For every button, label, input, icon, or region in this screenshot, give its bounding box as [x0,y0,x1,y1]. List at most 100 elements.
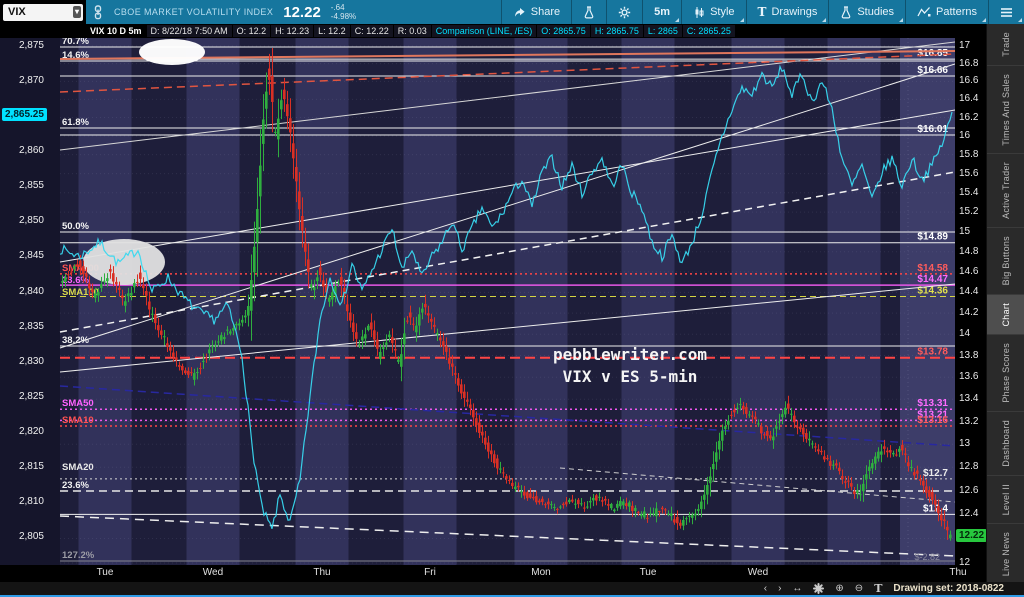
vix-axis-tick: 15.8 [959,148,979,160]
price-level-label: $14.36 [917,286,948,297]
vix-price-axis[interactable]: 17 16.8 16.6 16.4 16.2 16 15.8 15.6 15.4 15.2 15 14… [955,38,986,568]
trendline[interactable] [59,53,955,93]
vix-axis-tick: 15 [959,225,971,237]
price-level-label: $13.31 [917,398,948,409]
sma-label: SMA20 [62,462,94,473]
time-axis-label: Wed [202,567,224,578]
watermark-line1: pebblewriter.com [553,345,707,364]
drawing-set-selector[interactable]: Drawing set: 2018-0822 [893,583,1004,594]
sma-label: 23.6% [62,275,89,286]
comparison-ohlc-cell: O: 2865.75 [537,25,590,37]
settings-button[interactable] [606,0,642,24]
chart-canvas[interactable]: 70.7% 14.6% 61.8% 50.0% 38.2% 23.6% 127.2% $16.… [0,38,955,565]
patterns-label: Patterns [936,6,977,18]
comparison-spread-label: $-2.82 [914,552,940,562]
ohlc-cell: O: 12.2 [232,25,271,37]
share-button[interactable]: Share [500,0,571,24]
sma-label: SMA50 [62,398,94,409]
studies-button[interactable]: Studies [828,0,905,24]
symbol-dropdown[interactable]: VIX ▾ [3,3,83,21]
sidebar-tab-times-and-sales[interactable]: Times And Sales [987,66,1024,155]
time-axis-label: Mon [531,567,551,578]
style-button[interactable]: Style [681,0,745,24]
vix-axis-tick: 15.4 [959,186,979,198]
price-level-label: $14.89 [917,232,948,243]
sidebar-tab-label: Big Buttons [1000,236,1011,286]
ohlc-cell: D: 8/22/18 7:50 AM [146,25,232,37]
es-comparison-line [59,64,953,529]
trendline[interactable] [59,50,955,60]
vix-axis-tick: 14.8 [959,245,979,257]
fib-level-label: 50.0% [62,221,89,232]
fib-level-label: 14.6% [62,50,89,61]
price-level-label: $13.21 [917,409,948,420]
zoom-out-icon[interactable]: ⊖ [854,583,864,594]
sma-label: SMA100 [62,287,99,298]
trendline[interactable] [559,467,955,503]
session-band [514,38,568,565]
sidebar-tab-level-ii[interactable]: Level II [987,476,1024,524]
sidebar-tab-label: Trade [1000,32,1011,57]
price-level-label: $14.58 [917,263,948,274]
sidebar-tab-label: Active Trader [1000,162,1011,220]
current-session-band [900,38,955,565]
change-percent: -4.98% [330,12,357,21]
ellipse-drawing[interactable] [83,239,165,285]
link-icon[interactable] [86,0,110,24]
fib-level-label: 38.2% [62,335,89,346]
time-axis-label: Wed [747,567,769,578]
vix-candles [61,48,952,541]
price-level-label: $12.7 [923,468,948,479]
drawings-label: Drawings [771,6,818,18]
chart-ohlc-header: VIX 10 D 5m D: 8/22/18 7:50 AM O: 12.2 H: 1… [0,24,986,38]
ellipse-drawing[interactable] [139,39,205,65]
vix-axis-tick: 13.6 [959,371,979,383]
fib-level-label: 70.7% [62,38,89,47]
text-tool-icon[interactable]: T [874,582,883,595]
vix-axis-tick: 13.4 [959,393,979,405]
sidebar-tab-active-trader[interactable]: Active Trader [987,154,1024,229]
scroll-right-icon[interactable]: › [778,583,782,594]
sidebar-tab-big-buttons[interactable]: Big Buttons [987,228,1024,295]
zoom-in-icon[interactable]: ⊕ [835,583,844,594]
sidebar-tab-trade[interactable]: Trade [987,24,1024,66]
scroll-left-icon[interactable]: ‹ [763,583,768,594]
comparison-ohlc-cell: H: 2865.75 [590,25,643,37]
timeframe-label: 5m [654,6,671,18]
sidebar-tab-label: Times And Sales [1000,73,1011,146]
sidebar-tab-chart[interactable]: Chart [987,294,1024,336]
session-band [295,38,349,565]
vix-axis-tick: 16.2 [959,111,979,123]
window-edge [0,595,1024,597]
pan-icon[interactable]: ↔ [792,583,803,594]
ohlc-cell: H: 12.23 [271,25,314,37]
right-sidebar: Trade Times And Sales Active Trader Big But… [986,24,1024,586]
drawings-button[interactable]: T Drawings [745,0,829,24]
time-axis-label: Thu [949,567,967,578]
trendline[interactable] [59,171,955,333]
time-axis[interactable]: Tue Wed Thu Fri Mon Tue Wed Thu [0,565,986,582]
patterns-button[interactable]: Patterns [905,0,988,24]
sidebar-tab-label: Dashboard [1000,419,1011,467]
trendline[interactable] [59,63,955,349]
trendline[interactable] [59,109,955,263]
session-band [827,38,881,565]
vix-last-price-badge: 12.22 [956,529,988,542]
text-tool-icon: T [757,5,767,19]
vix-axis-tick: 12.6 [959,484,979,496]
auto-scale-icon[interactable] [813,583,825,594]
comparison-label: Comparison (LINE, /ES) [431,25,537,37]
vix-axis-tick: 13 [959,438,971,450]
timeframe-button[interactable]: 5m [642,0,681,24]
analysis-tools-button[interactable] [571,0,606,24]
sidebar-tab-live-news[interactable]: Live News [987,524,1024,586]
sidebar-tab-dashboard[interactable]: Dashboard [987,412,1024,476]
share-label: Share [530,6,561,18]
toolbar-buttons: Share 5m Style [500,0,1024,24]
ohlc-cell: C: 12.22 [350,25,393,37]
vix-axis-tick: 13.2 [959,415,979,427]
share-icon [514,7,525,17]
watermark-line2: VIX v ES 5-min [563,367,698,386]
sidebar-tab-phase-scores[interactable]: Phase Scores [987,335,1024,412]
menu-button[interactable] [988,0,1024,24]
